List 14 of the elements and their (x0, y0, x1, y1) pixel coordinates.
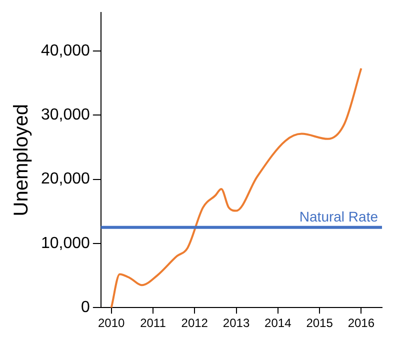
x-tick-label: 2016 (348, 316, 375, 330)
y-tick-label: 0 (81, 299, 90, 316)
y-tick-label: 30,000 (41, 106, 90, 124)
y-tick-label: 20,000 (41, 170, 90, 188)
x-tick-label: 2010 (98, 316, 126, 330)
y-tick-label: 10,000 (41, 234, 90, 252)
y-axis-title: Unemployed (10, 104, 33, 216)
x-tick-label: 2011 (140, 316, 166, 330)
x-tick-label: 2012 (181, 316, 208, 330)
y-tick-label: 40,000 (41, 42, 90, 60)
x-tick-label: 2014 (264, 316, 292, 330)
x-tick-label: 2015 (306, 316, 334, 330)
ref-line-label: Natural Rate (299, 208, 378, 224)
x-tick-label: 2013 (222, 316, 250, 330)
